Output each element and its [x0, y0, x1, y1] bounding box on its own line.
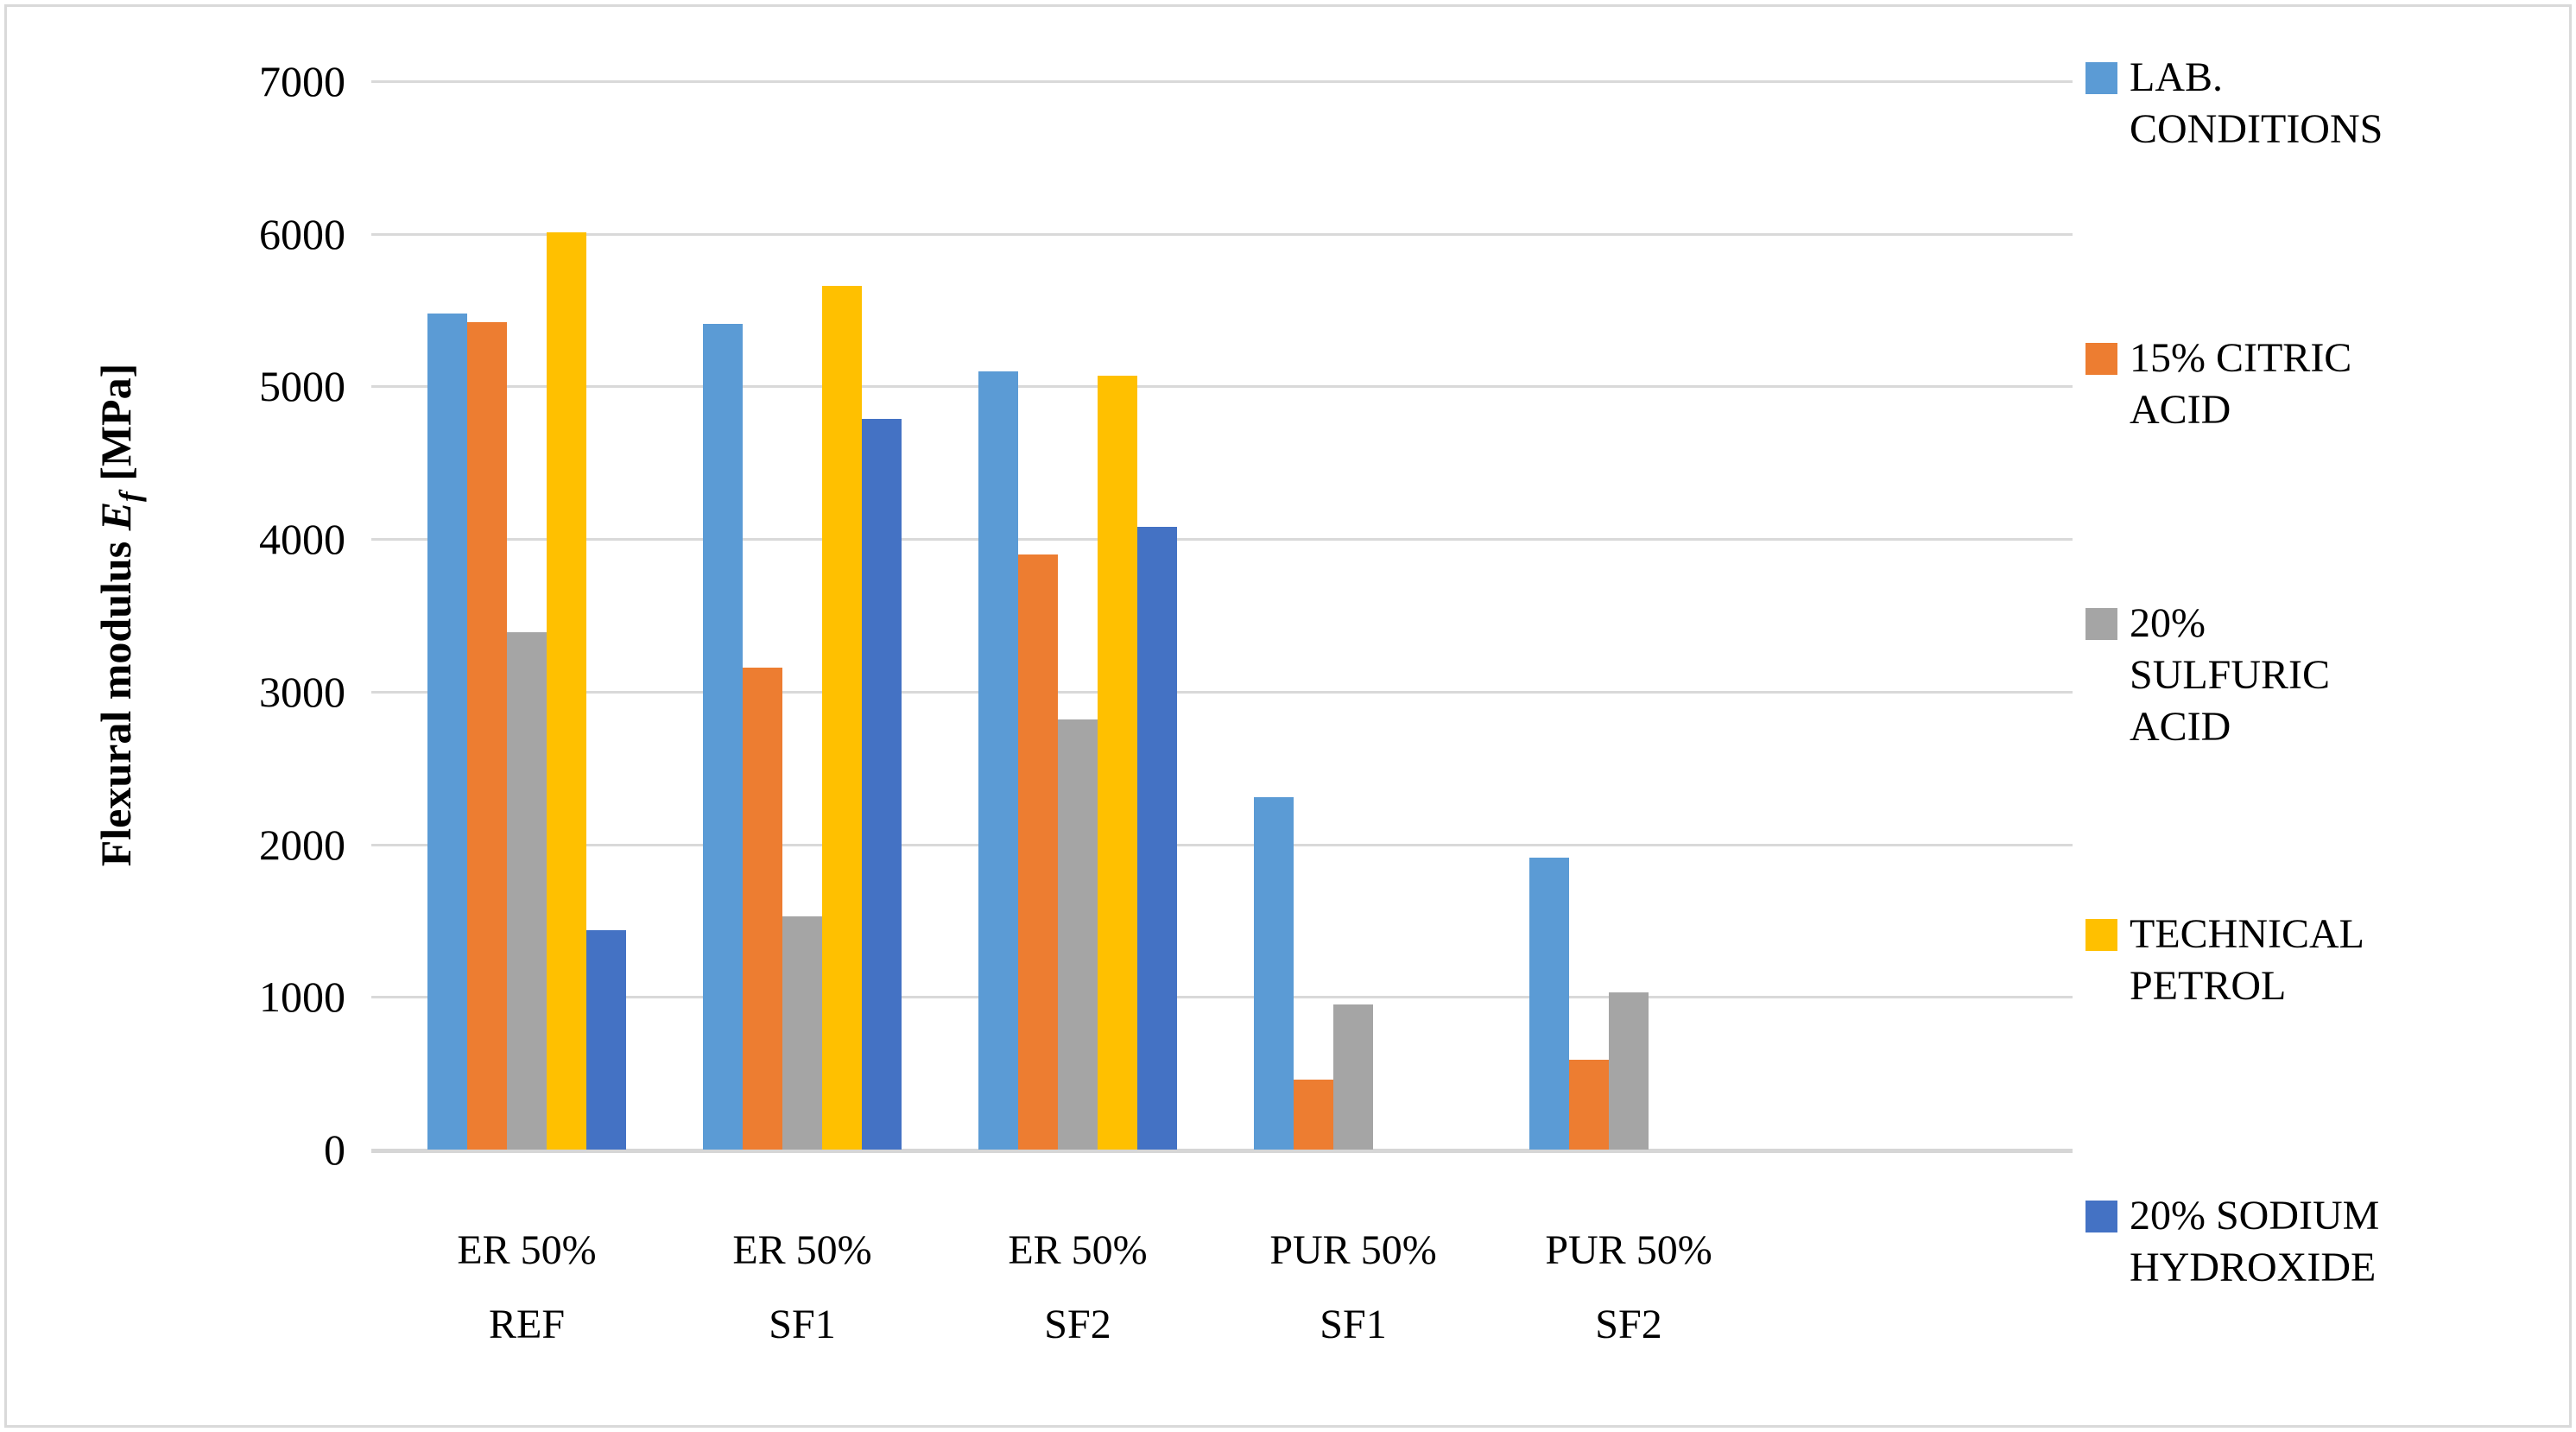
legend-swatch-icon: [2085, 343, 2117, 375]
bar-slot: [1609, 81, 1649, 1150]
bar-group-4: [1254, 81, 1453, 1150]
bar-series-3-category-5: [1609, 992, 1649, 1150]
y-tick-label-0: 0: [324, 1125, 345, 1174]
legend: LAB. CONDITIONS 15% CITRIC ACID 20% SULFUR…: [2085, 0, 2569, 1432]
x-axis-label-4: PUR 50% SF1: [1269, 1227, 1437, 1348]
y-axis-title-symbol: E: [92, 501, 140, 531]
bar-series-1-category-3: [978, 371, 1018, 1150]
y-tick-label-7000: 7000: [259, 57, 345, 105]
y-tick-label-1000: 1000: [259, 973, 345, 1022]
bar-slot: [1688, 81, 1728, 1150]
y-axis-title-prefix: Flexural modulus: [92, 530, 140, 867]
bar-slot: [467, 81, 507, 1150]
legend-label: LAB. CONDITIONS: [2130, 54, 2383, 152]
gridline-2000: [371, 843, 2073, 846]
gridline-1000: [371, 996, 2073, 999]
bar-slot: [703, 81, 743, 1150]
legend-swatch-icon: [2085, 62, 2117, 94]
legend-label: 20% SULFURIC ACID: [2130, 600, 2331, 750]
bar-slot: [547, 81, 586, 1150]
legend-label: 15% CITRIC ACID: [2130, 335, 2352, 433]
x-axis-label-2: ER 50% SF1: [732, 1227, 872, 1348]
bar-group-2: [703, 81, 902, 1150]
bar-series-1-category-1: [427, 313, 467, 1150]
bar-series-4-category-2: [822, 285, 862, 1150]
bar-series-2-category-3: [1018, 554, 1058, 1150]
gridline-3000: [371, 690, 2073, 694]
x-axis-label-1: ER 50% REF: [457, 1227, 597, 1348]
bar-slot: [1254, 81, 1294, 1150]
bar-slot: [586, 81, 626, 1150]
legend-swatch-icon: [2085, 608, 2117, 640]
bar-series-2-category-4: [1294, 1079, 1333, 1150]
legend-item-1: LAB. CONDITIONS: [2085, 52, 2383, 155]
y-tick-label-6000: 6000: [259, 209, 345, 258]
bar-series-4-category-1: [547, 231, 586, 1150]
bar-slot: [743, 81, 782, 1150]
gridline-7000: [371, 80, 2073, 83]
legend-swatch-icon: [2085, 1201, 2117, 1232]
bar-series-3-category-4: [1333, 1004, 1373, 1150]
bar-series-1-category-5: [1529, 858, 1569, 1150]
y-axis-title-subscript: f: [113, 491, 147, 502]
bar-series-1-category-4: [1254, 796, 1294, 1150]
y-tick-label-3000: 3000: [259, 667, 345, 716]
bar-slot: [1373, 81, 1413, 1150]
y-axis-title-suffix: [MPa]: [92, 363, 140, 492]
gridline-6000: [371, 232, 2073, 236]
bar-series-3-category-3: [1058, 719, 1098, 1150]
bar-slot: [1333, 81, 1373, 1150]
y-tick-label-4000: 4000: [259, 515, 345, 564]
bar-series-3-category-2: [782, 916, 822, 1150]
plot-area: [371, 80, 2073, 1153]
legend-item-3: 20% SULFURIC ACID: [2085, 598, 2330, 753]
bar-series-5-category-1: [586, 929, 626, 1150]
bar-group-1: [427, 81, 626, 1150]
x-axis-label-5: PUR 50% SF2: [1545, 1227, 1712, 1348]
legend-item-5: 20% SODIUM HYDROXIDE: [2085, 1190, 2379, 1294]
bar-series-2-category-2: [743, 667, 782, 1150]
bar-series-1-category-2: [703, 323, 743, 1150]
bar-series-5-category-2: [862, 418, 902, 1150]
bar-group-3: [978, 81, 1177, 1150]
bar-slot: [822, 81, 862, 1150]
x-axis-line: [371, 1149, 2073, 1153]
bar-slot: [1413, 81, 1453, 1150]
bar-slot: [782, 81, 822, 1150]
bar-series-5-category-3: [1137, 527, 1177, 1150]
bar-slot: [1649, 81, 1688, 1150]
bar-slot: [978, 81, 1018, 1150]
bar-series-2-category-5: [1569, 1059, 1609, 1150]
bar-slot: [1529, 81, 1569, 1150]
bar-slot: [1137, 81, 1177, 1150]
bar-slot: [862, 81, 902, 1150]
bar-slot: [427, 81, 467, 1150]
bar-slot: [1058, 81, 1098, 1150]
y-tick-label-5000: 5000: [259, 362, 345, 411]
gridline-4000: [371, 538, 2073, 542]
bar-series-4-category-3: [1098, 376, 1137, 1150]
legend-item-4: TECHNICAL PETROL: [2085, 909, 2364, 1012]
legend-label: 20% SODIUM HYDROXIDE: [2130, 1193, 2380, 1290]
y-axis-title: Flexural modulus Ef [MPa]: [91, 364, 148, 867]
bar-group-5: [1529, 81, 1728, 1150]
gridline-5000: [371, 385, 2073, 389]
bar-slot: [1569, 81, 1609, 1150]
bar-slot: [1018, 81, 1058, 1150]
bar-slot: [1098, 81, 1137, 1150]
bar-slot: [507, 81, 547, 1150]
legend-swatch-icon: [2085, 919, 2117, 951]
legend-label: TECHNICAL PETROL: [2130, 911, 2364, 1009]
bar-series-3-category-1: [507, 631, 547, 1150]
x-axis-label-3: ER 50% SF2: [1008, 1227, 1148, 1348]
bar-slot: [1294, 81, 1333, 1150]
bar-series-2-category-1: [467, 322, 507, 1150]
y-tick-label-2000: 2000: [259, 820, 345, 869]
legend-item-2: 15% CITRIC ACID: [2085, 333, 2351, 436]
